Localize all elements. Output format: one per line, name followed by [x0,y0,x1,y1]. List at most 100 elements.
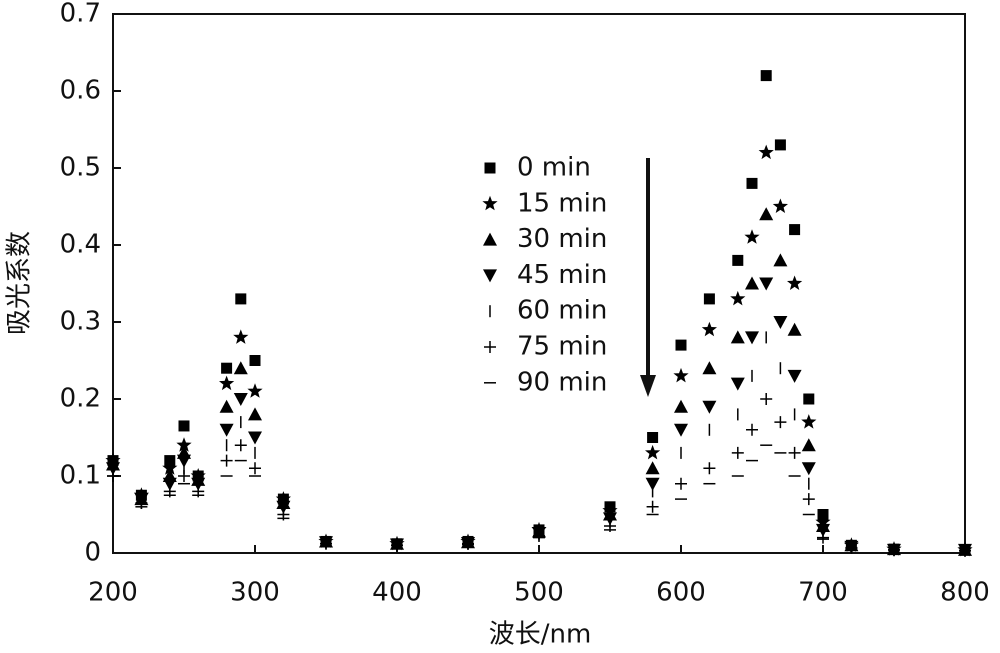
y-tick-label: 0.7 [60,0,101,29]
x-tick-label: 400 [372,578,422,608]
legend-label: 30 min [517,224,607,254]
marker [533,530,545,543]
x-tick-label: 200 [88,578,138,608]
marker [774,416,787,429]
marker [702,400,717,414]
marker [817,531,829,544]
marker [787,275,803,290]
legend-label: 45 min [517,260,607,290]
marker [803,393,815,405]
legend-marker [482,195,498,211]
marker [801,414,817,429]
marker [746,423,758,436]
marker [645,461,660,475]
marker [249,462,261,475]
marker [219,375,235,391]
marker [234,439,247,452]
marker [745,276,759,290]
x-tick-label: 300 [230,578,280,608]
marker [802,493,815,506]
marker [760,70,772,82]
marker [746,177,758,189]
marker [788,446,801,459]
arrow-head [640,375,656,397]
y-tick-label: 0.6 [60,76,101,106]
marker [801,438,816,452]
y-axis-label: 吸光系数 [5,231,35,335]
marker [645,477,660,491]
marker [845,541,858,554]
marker [646,500,659,513]
marker [462,537,474,550]
marker [744,229,760,244]
marker [233,393,248,406]
marker [703,293,715,305]
marker [773,253,788,267]
legend-label: 0 min [517,153,591,183]
x-tick-label: 600 [656,578,706,608]
marker [787,369,802,383]
marker [673,367,689,383]
marker [235,293,247,305]
y-tick-label: 0.4 [60,230,101,260]
marker [760,393,773,405]
legend-marker [484,162,496,174]
marker [789,224,801,236]
marker [219,423,234,437]
marker [773,316,788,329]
marker [758,144,774,160]
marker [248,431,262,445]
y-tick-label: 0.5 [60,153,101,183]
x-tick-label: 500 [514,578,564,608]
marker [730,290,746,306]
marker [249,355,261,366]
x-axis-label: 波长/nm [489,620,592,650]
marker [702,361,717,375]
marker [759,207,774,221]
marker [787,322,802,336]
legend-label: 90 min [517,367,607,397]
marker [645,444,661,460]
marker [176,437,192,452]
legend-marker [484,341,496,353]
marker [732,254,744,266]
marker [674,399,688,413]
marker [247,383,263,398]
legend-marker [483,232,497,246]
marker [233,329,249,344]
y-tick-label: 0.2 [60,384,101,414]
marker [730,330,745,344]
marker [647,432,659,443]
marker [701,321,717,337]
legend-marker [483,269,497,283]
marker [703,462,716,475]
marker [731,446,744,459]
marker [177,454,191,468]
marker [220,454,233,467]
marker [675,477,687,490]
marker [221,362,233,374]
marker [772,198,788,213]
marker [219,399,234,413]
marker [162,460,178,475]
marker [248,407,262,421]
marker [730,377,745,391]
y-tick-label: 0.3 [60,307,101,337]
x-tick-label: 800 [940,578,990,608]
marker [674,423,688,437]
marker [178,470,190,482]
marker [675,339,687,351]
marker [233,361,248,375]
y-tick-label: 0.1 [60,461,101,491]
marker [759,277,774,291]
marker [774,139,786,151]
legend-label: 60 min [517,296,607,326]
x-tick-label: 700 [798,578,848,608]
marker [178,420,190,432]
legend-label: 15 min [517,188,607,218]
marker [745,331,759,345]
marker [801,462,816,476]
y-tick-label: 0 [84,538,101,568]
legend-label: 75 min [517,332,607,362]
